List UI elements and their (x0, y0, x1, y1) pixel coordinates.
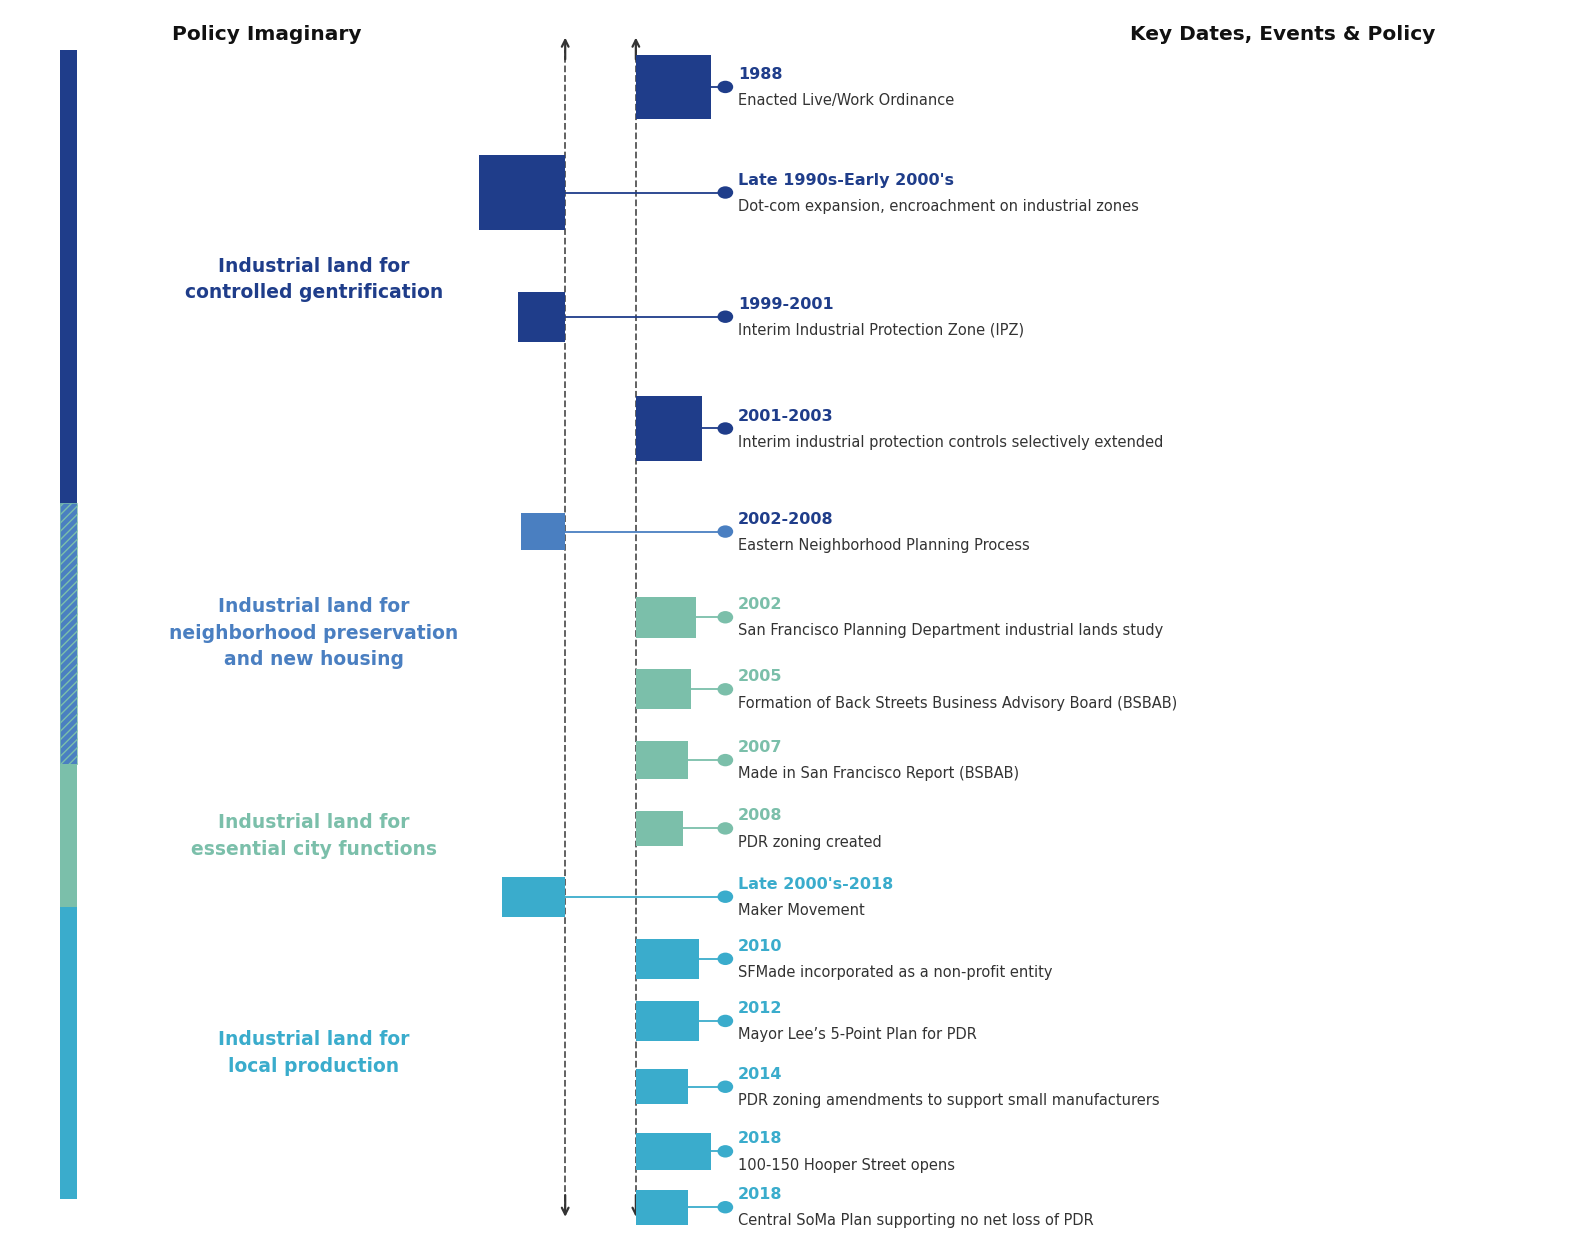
Text: San Francisco Planning Department industrial lands study: San Francisco Planning Department indust… (738, 623, 1163, 638)
Circle shape (717, 611, 733, 623)
Text: Industrial land for
controlled gentrification: Industrial land for controlled gentrific… (185, 257, 443, 302)
Circle shape (717, 1015, 733, 1027)
Text: Industrial land for
local production: Industrial land for local production (218, 1031, 410, 1076)
Circle shape (717, 754, 733, 766)
Text: 100-150 Hooper Street opens: 100-150 Hooper Street opens (738, 1158, 955, 1172)
Bar (60, 764, 77, 907)
Bar (636, 396, 702, 461)
Text: Central SoMa Plan supporting no net loss of PDR: Central SoMa Plan supporting no net loss… (738, 1213, 1094, 1228)
Circle shape (717, 1201, 733, 1213)
Circle shape (717, 1081, 733, 1093)
Text: 2012: 2012 (738, 1001, 782, 1016)
Bar (60, 50, 77, 503)
Text: Policy Imaginary: Policy Imaginary (173, 25, 361, 45)
Text: Maker Movement: Maker Movement (738, 903, 865, 918)
Text: 2008: 2008 (738, 809, 782, 823)
Bar (60, 907, 77, 1199)
Circle shape (717, 683, 733, 696)
Text: Interim industrial protection controls selectively extended: Interim industrial protection controls s… (738, 435, 1163, 450)
Circle shape (717, 310, 733, 323)
Text: PDR zoning created: PDR zoning created (738, 835, 882, 850)
Bar (60, 503, 77, 764)
Bar (521, 513, 565, 550)
Text: 2018: 2018 (738, 1131, 782, 1146)
Circle shape (717, 525, 733, 538)
Bar (636, 1001, 699, 1041)
Text: Interim Industrial Protection Zone (IPZ): Interim Industrial Protection Zone (IPZ) (738, 323, 1024, 338)
Text: Industrial land for
neighborhood preservation
and new housing: Industrial land for neighborhood preserv… (170, 597, 458, 669)
Text: 1988: 1988 (738, 67, 782, 82)
Text: Eastern Neighborhood Planning Process: Eastern Neighborhood Planning Process (738, 538, 1030, 553)
Bar (636, 741, 688, 779)
Text: 2010: 2010 (738, 939, 782, 954)
Text: Late 2000's-2018: Late 2000's-2018 (738, 877, 893, 892)
Bar (518, 292, 565, 342)
Circle shape (717, 953, 733, 965)
Text: Industrial land for
essential city functions: Industrial land for essential city funct… (192, 814, 436, 858)
Bar (60, 503, 77, 764)
Text: 2018: 2018 (738, 1187, 782, 1202)
Circle shape (717, 81, 733, 93)
Bar (636, 1190, 688, 1225)
Bar (636, 1069, 688, 1104)
Text: Enacted Live/Work Ordinance: Enacted Live/Work Ordinance (738, 93, 955, 108)
Text: Dot-com expansion, encroachment on industrial zones: Dot-com expansion, encroachment on indus… (738, 199, 1138, 214)
Text: 2002: 2002 (738, 597, 782, 612)
Circle shape (717, 186, 733, 199)
Circle shape (717, 891, 733, 903)
Text: Formation of Back Streets Business Advisory Board (BSBAB): Formation of Back Streets Business Advis… (738, 696, 1178, 710)
Bar (636, 55, 711, 119)
Text: 2001-2003: 2001-2003 (738, 409, 834, 424)
Text: 2014: 2014 (738, 1067, 782, 1082)
Circle shape (717, 822, 733, 835)
Text: 2005: 2005 (738, 669, 782, 684)
Bar (636, 669, 691, 709)
Bar (479, 155, 565, 230)
Text: Late 1990s-Early 2000's: Late 1990s-Early 2000's (738, 173, 955, 188)
Bar (636, 939, 699, 979)
Bar (636, 597, 696, 638)
Bar (502, 877, 565, 917)
Text: Made in San Francisco Report (BSBAB): Made in San Francisco Report (BSBAB) (738, 766, 1019, 781)
Circle shape (717, 422, 733, 435)
Text: 2002-2008: 2002-2008 (738, 512, 834, 527)
Text: SFMade incorporated as a non-profit entity: SFMade incorporated as a non-profit enti… (738, 965, 1052, 980)
Text: PDR zoning amendments to support small manufacturers: PDR zoning amendments to support small m… (738, 1093, 1160, 1108)
Bar (636, 1133, 711, 1170)
Bar (636, 811, 683, 846)
Text: 1999-2001: 1999-2001 (738, 297, 834, 312)
Text: Mayor Lee’s 5-Point Plan for PDR: Mayor Lee’s 5-Point Plan for PDR (738, 1027, 977, 1042)
Text: Key Dates, Events & Policy: Key Dates, Events & Policy (1130, 25, 1437, 45)
Circle shape (717, 1145, 733, 1158)
Text: 2007: 2007 (738, 740, 782, 755)
